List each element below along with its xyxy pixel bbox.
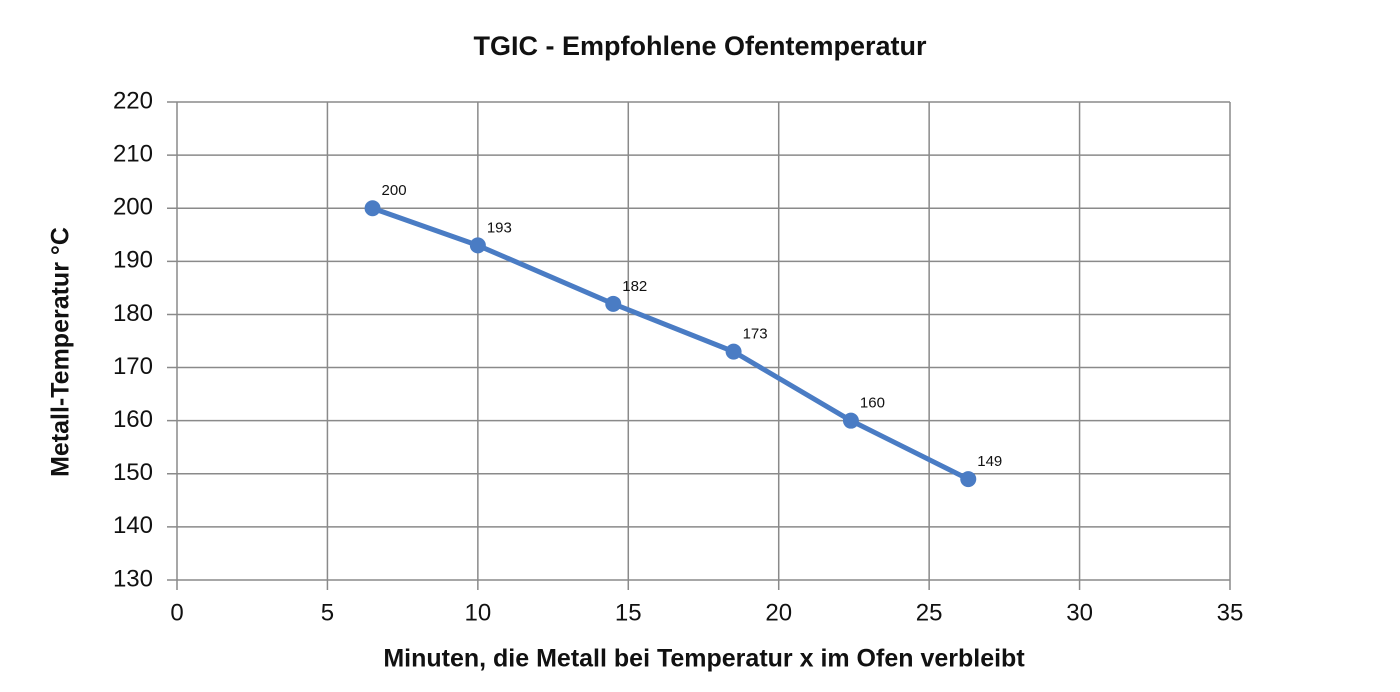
data-label: 200 bbox=[382, 182, 407, 199]
y-tick-label: 140 bbox=[113, 512, 153, 539]
data-point bbox=[725, 343, 742, 360]
x-tick-label: 10 bbox=[465, 599, 492, 626]
y-tick-label: 180 bbox=[113, 300, 153, 327]
x-tick-label: 35 bbox=[1217, 599, 1244, 626]
x-tick-label: 5 bbox=[321, 599, 334, 626]
chart-title: TGIC - Empfohlene Ofentemperatur bbox=[473, 31, 927, 61]
y-axis-label: Metall-Temperatur °C bbox=[47, 227, 75, 477]
y-tick-label: 200 bbox=[113, 194, 153, 221]
data-label: 173 bbox=[743, 326, 768, 343]
series-line bbox=[371, 205, 970, 482]
data-label: 160 bbox=[860, 395, 885, 412]
y-tick-label: 190 bbox=[113, 247, 153, 274]
x-tick-label: 30 bbox=[1066, 599, 1093, 626]
y-tick-label: 170 bbox=[113, 353, 153, 380]
y-tick-label: 150 bbox=[113, 459, 153, 486]
data-label: 193 bbox=[487, 219, 512, 236]
data-point bbox=[842, 412, 859, 429]
data-point bbox=[364, 200, 381, 217]
y-tick-label: 210 bbox=[113, 140, 153, 167]
y-tick-label: 160 bbox=[113, 406, 153, 433]
y-tick-label: 220 bbox=[113, 87, 153, 114]
y-tick-label: 130 bbox=[113, 565, 153, 592]
data-label: 149 bbox=[977, 453, 1002, 470]
x-axis-label: Minuten, die Metall bei Temperatur x im … bbox=[383, 645, 1025, 673]
x-tick-label: 25 bbox=[916, 599, 943, 626]
data-point bbox=[960, 471, 977, 488]
x-tick-label: 0 bbox=[170, 599, 183, 626]
x-tick-label: 20 bbox=[765, 599, 792, 626]
data-point bbox=[605, 295, 622, 312]
x-tick-label: 15 bbox=[615, 599, 642, 626]
data-label: 182 bbox=[622, 278, 647, 295]
data-point bbox=[469, 237, 486, 254]
